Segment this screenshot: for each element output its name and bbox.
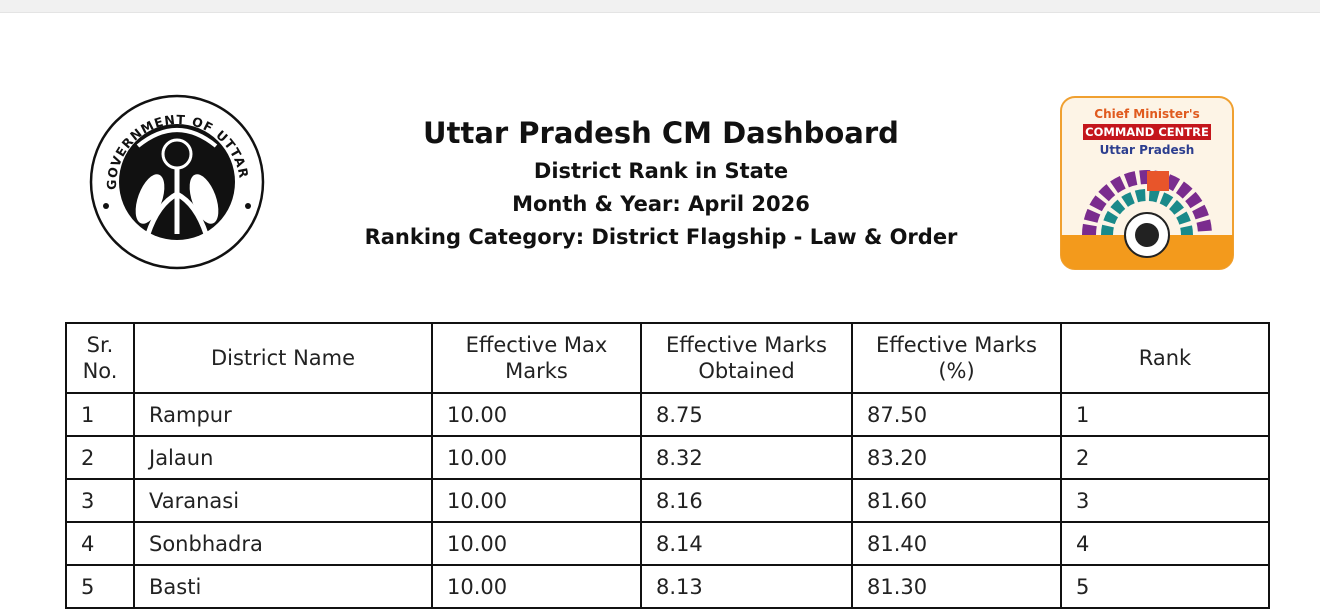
table-row: 3 Varanasi 10.00 8.16 81.60 3 bbox=[65, 478, 1270, 523]
period: Month & Year: April 2026 bbox=[512, 192, 810, 216]
table-row: 2 Jalaun 10.00 8.32 83.20 2 bbox=[65, 435, 1270, 480]
column-header: District Name bbox=[133, 322, 433, 394]
logo-line: Chief Minister's bbox=[1094, 107, 1199, 121]
browser-bar bbox=[0, 0, 1320, 13]
table-cell: 3 bbox=[1060, 478, 1270, 523]
table-cell: 8.14 bbox=[640, 521, 853, 566]
logo-line: COMMAND CENTRE bbox=[1085, 125, 1209, 139]
left-logo: GOVERNMENT OF UTTAR PRADESH bbox=[88, 94, 265, 270]
table-cell: Rampur bbox=[133, 392, 433, 437]
title: Uttar Pradesh CM Dashboard bbox=[423, 116, 899, 150]
table-cell: 8.32 bbox=[640, 435, 853, 480]
table-cell: 81.60 bbox=[851, 478, 1062, 523]
table-cell: 1 bbox=[65, 392, 135, 437]
column-header: Effective Max Marks bbox=[431, 322, 642, 394]
table-body: 1 Rampur 10.00 8.75 87.50 1 2 Jalaun 10.00 8.32 83… bbox=[65, 392, 1270, 609]
table-cell: 4 bbox=[65, 521, 135, 566]
table-row: 1 Rampur 10.00 8.75 87.50 1 bbox=[65, 392, 1270, 437]
table-cell: 10.00 bbox=[431, 478, 642, 523]
column-header: Effective Marks (%) bbox=[851, 322, 1062, 394]
table-cell: 3 bbox=[65, 478, 135, 523]
table-row: 4 Sonbhadra 10.00 8.14 81.40 4 bbox=[65, 521, 1270, 566]
logo-line: Uttar Pradesh bbox=[1100, 143, 1195, 157]
table-cell: 2 bbox=[65, 435, 135, 480]
table-cell: 83.20 bbox=[851, 435, 1062, 480]
table-cell: 1 bbox=[1060, 392, 1270, 437]
table-cell: 10.00 bbox=[431, 521, 642, 566]
table-cell: 2 bbox=[1060, 435, 1270, 480]
table-cell: 81.40 bbox=[851, 521, 1062, 566]
table-cell: 8.75 bbox=[640, 392, 853, 437]
table-cell: 10.00 bbox=[431, 435, 642, 480]
subtitle: District Rank in State bbox=[533, 159, 789, 183]
right-logo: Chief Minister's COMMAND CENTRE Uttar Pr… bbox=[1060, 96, 1234, 270]
table-cell: Sonbhadra bbox=[133, 521, 433, 566]
column-header: Sr. No. bbox=[65, 322, 135, 394]
header-row: Sr. No. District Name Effective Max Marks E… bbox=[65, 322, 1270, 394]
category: Ranking Category: District Flagship - La… bbox=[364, 225, 958, 249]
table-cell: Jalaun bbox=[133, 435, 433, 480]
table-cell: 4 bbox=[1060, 521, 1270, 566]
rank-table: Sr. No. District Name Effective Max Marks E… bbox=[65, 322, 1270, 609]
table-cell: 87.50 bbox=[851, 392, 1062, 437]
table-cell: 10.00 bbox=[431, 392, 642, 437]
table-cell: Varanasi bbox=[133, 478, 433, 523]
column-header: Rank bbox=[1060, 322, 1270, 394]
column-header: Effective Marks Obtained bbox=[640, 322, 853, 394]
table-cell: 8.16 bbox=[640, 478, 853, 523]
